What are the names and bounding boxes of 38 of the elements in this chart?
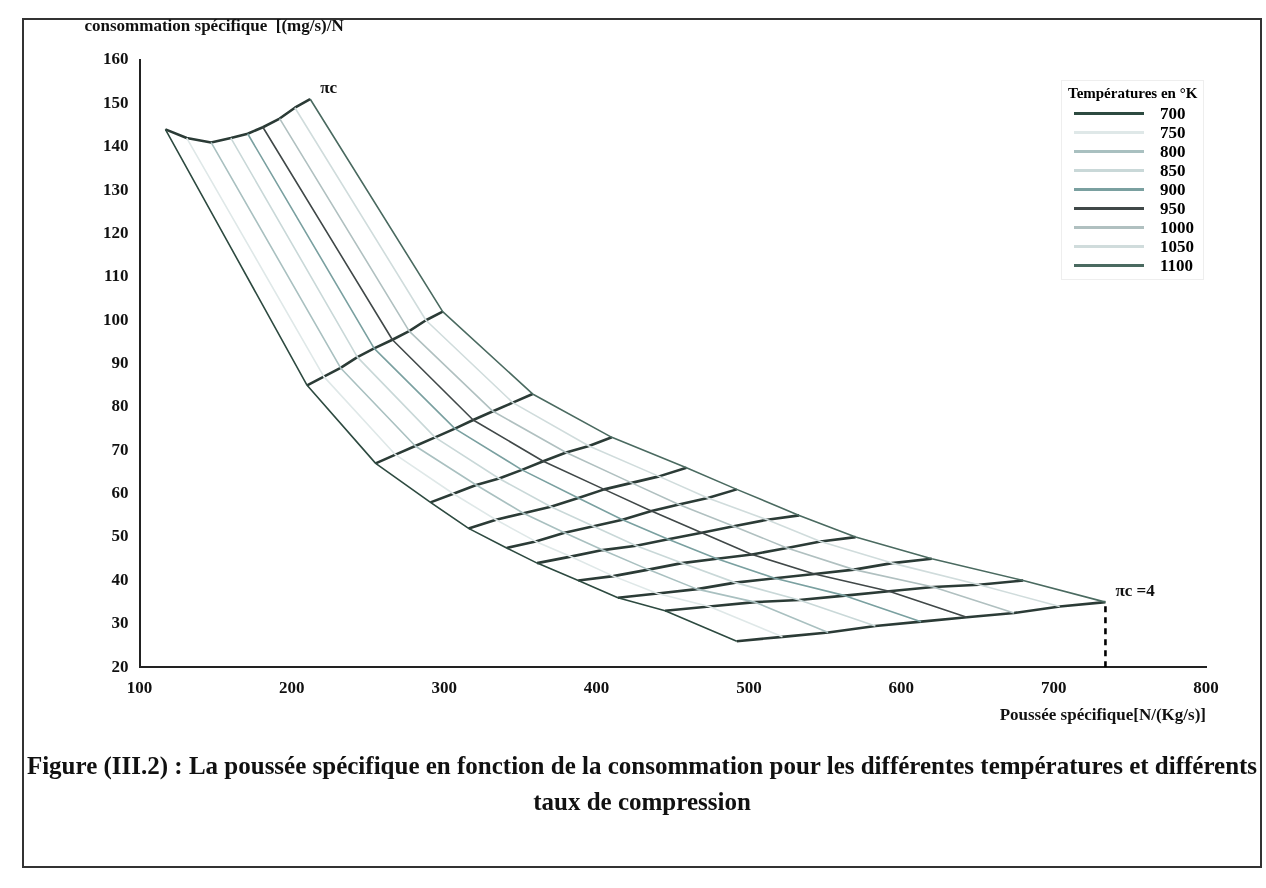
y-tick-label: 80 (111, 396, 129, 416)
legend-label: 1000 (1160, 217, 1194, 238)
legend-label: 1050 (1160, 236, 1194, 257)
x-tick-label: 300 (431, 677, 457, 697)
y-tick-label: 30 (111, 613, 129, 633)
y-tick-label: 40 (111, 569, 129, 589)
legend-label: 900 (1160, 179, 1186, 200)
legend-title: Températures en °K (1068, 85, 1198, 102)
annotation: πc =4 (1115, 581, 1156, 601)
x-tick-label: 500 (736, 677, 762, 697)
y-tick-label: 60 (111, 483, 129, 503)
x-tick-label: 600 (888, 677, 915, 697)
y-tick-label: 70 (111, 439, 129, 459)
y-tick-label: 130 (103, 179, 129, 199)
x-tick-label: 700 (1040, 677, 1067, 697)
legend-label: 1100 (1160, 255, 1194, 276)
legend-label: 800 (1160, 141, 1186, 162)
y-tick-label: 160 (103, 49, 129, 69)
y-tick-label: 120 (103, 222, 129, 242)
y-axis-title: consommation spécifique [(mg/s)/N (84, 15, 345, 35)
x-tick-label: 400 (583, 677, 610, 697)
x-axis-title: Poussée spécifique[N/(Kg/s)] (999, 705, 1206, 725)
y-tick-label: 90 (111, 352, 129, 372)
x-tick-label: 200 (279, 677, 305, 697)
x-tick-label: 100 (126, 677, 153, 697)
y-tick-label: 100 (103, 309, 129, 329)
y-tick-label: 110 (103, 266, 129, 286)
legend-label: 950 (1160, 198, 1186, 219)
x-tick-label: 800 (1193, 677, 1219, 697)
y-tick-label: 20 (111, 656, 129, 676)
y-tick-label: 140 (103, 136, 129, 156)
legend-label: 850 (1160, 160, 1186, 181)
legend-label: 700 (1160, 103, 1186, 124)
legend-label: 750 (1160, 122, 1186, 143)
y-tick-label: 50 (111, 526, 129, 546)
annotation: πc (320, 77, 338, 97)
text: Figure (III.2) : La poussée spécifique en fonction de la consommation pour les différentes températures et différents taux de compression (25, 751, 1259, 817)
y-tick-label: 150 (103, 92, 129, 112)
